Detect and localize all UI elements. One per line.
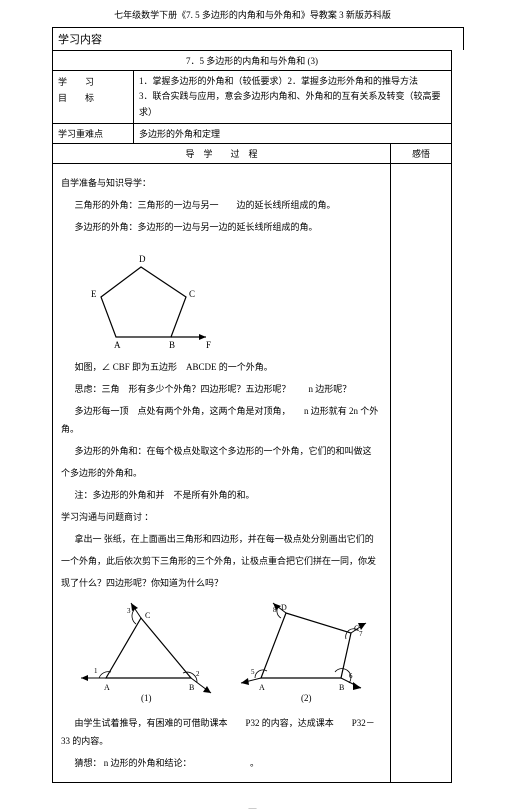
svg-text:B: B bbox=[189, 683, 194, 692]
p-sum1: 多边形的外角和：在每个极点处取这个多边形的一个外角，它们的和叫做这 bbox=[61, 442, 382, 460]
guide-feel-header: 感悟 bbox=[391, 143, 452, 163]
main-table: 7．5 多边形的内角和与外角和 (3) 学 习 目 标 1．掌握多边形的外角和（… bbox=[52, 50, 452, 783]
svg-text:D: D bbox=[139, 254, 146, 264]
triangle-diagrams: A B C 1 2 3 (1) bbox=[61, 598, 382, 708]
pentagon-diagram: A B C D E F bbox=[61, 242, 382, 352]
focus-label: 学习重难点 bbox=[53, 123, 134, 143]
svg-text:1: 1 bbox=[94, 667, 98, 675]
section-label: 学习内容 bbox=[52, 27, 464, 50]
p-prep: 自学准备与知识导学： bbox=[61, 174, 382, 192]
p-note: 注：多边形的外角和并 不是所有外角的和。 bbox=[61, 486, 382, 504]
goal-label: 学 习 目 标 bbox=[53, 71, 134, 124]
footer-line: — bbox=[0, 803, 505, 812]
goal-text: 1．掌握多边形的外角和（较低要求）2．掌握多边形外角和的推导方法 3．联合实践与… bbox=[134, 71, 452, 124]
svg-text:F: F bbox=[206, 340, 211, 350]
svg-text:5: 5 bbox=[251, 668, 255, 676]
svg-text:C: C bbox=[145, 611, 150, 620]
p-student: 由学生试着推导，有困难的可借助课本 P32 的内容，达成课本 P32－ 33 的… bbox=[61, 714, 382, 750]
content-cell: 自学准备与知识导学： 三角形的外角：三角形的一边与另一 边的延长线所组成的角。 … bbox=[53, 163, 391, 782]
svg-text:B: B bbox=[339, 683, 344, 692]
svg-text:2: 2 bbox=[196, 670, 200, 678]
p-activity3: 现了什么？四边形呢？你知道为什么吗？ bbox=[61, 574, 382, 592]
svg-text:3: 3 bbox=[127, 607, 131, 615]
title-cell: 7．5 多边形的内角和与外角和 (3) bbox=[53, 51, 452, 71]
p-triangle-ext: 三角形的外角：三角形的一边与另一 边的延长线所组成的角。 bbox=[61, 196, 382, 214]
svg-text:D: D bbox=[281, 603, 287, 612]
svg-text:6: 6 bbox=[349, 672, 353, 680]
guide-process-header: 导 学 过 程 bbox=[53, 143, 391, 163]
page-header: 七年级数学下册《7. 5 多边形的内角和与外角和》导教案 3 新版苏科版 bbox=[0, 0, 505, 27]
svg-text:E: E bbox=[91, 289, 97, 299]
svg-text:A: A bbox=[104, 683, 110, 692]
svg-text:A: A bbox=[259, 683, 265, 692]
p-count: 多边形每一顶 点处有两个外角，这两个角是对顶角， n 边形就有 2n 个外角。 bbox=[61, 402, 382, 438]
svg-text:A: A bbox=[114, 340, 121, 350]
p-activity2: 一个外角，此后依次剪下三角形的三个外角，让极点重合把它们拼在一同，你发 bbox=[61, 552, 382, 570]
p-sum2: 个多边形的外角和。 bbox=[61, 464, 382, 482]
p-figure-desc: 如图，∠ CBF 即为五边形 ABCDE 的一个外角。 bbox=[61, 358, 382, 376]
focus-text: 多边形的外角和定理 bbox=[134, 123, 452, 143]
p-think: 思虑：三角 形有多少个外角？四边形呢？五边形呢？ n 边形呢？ bbox=[61, 380, 382, 398]
svg-text:7: 7 bbox=[359, 630, 363, 638]
p-poly-ext: 多边形的外角：多边形的一边与另一边的延长线所组成的角。 bbox=[61, 218, 382, 236]
svg-text:8: 8 bbox=[273, 606, 277, 614]
p-activity1: 拿出一 张纸，在上面画出三角形和四边形，并在每一极点处分别画出它们的 bbox=[61, 530, 382, 548]
p-guess: 猜想： n 边形的外角和结论： 。 bbox=[61, 754, 382, 772]
svg-text:(2): (2) bbox=[301, 693, 312, 703]
p-discuss: 学习沟通与问题商讨 ： bbox=[61, 508, 382, 526]
svg-text:(1): (1) bbox=[141, 693, 152, 703]
svg-text:C: C bbox=[189, 289, 195, 299]
svg-text:B: B bbox=[169, 340, 175, 350]
feel-cell bbox=[391, 163, 452, 782]
